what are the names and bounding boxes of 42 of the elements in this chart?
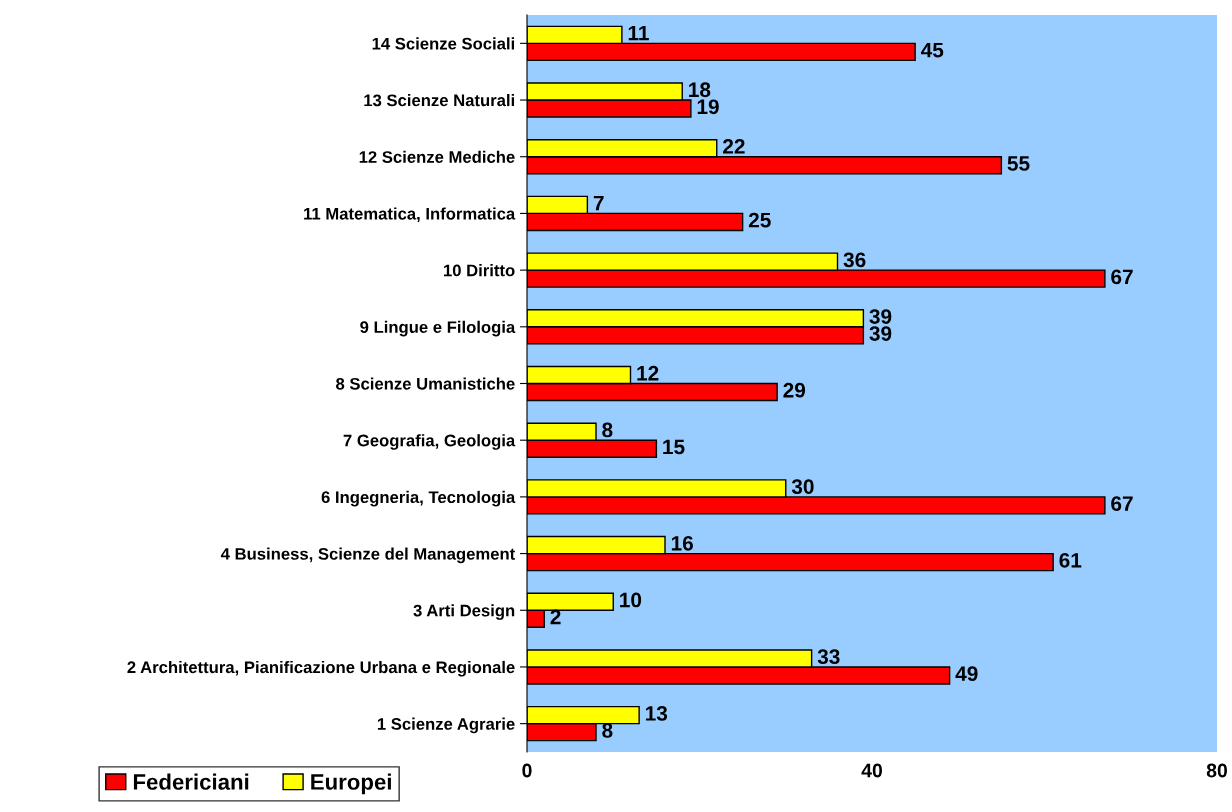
data-label: 12 [637, 365, 659, 381]
data-label: 61 [1059, 552, 1082, 568]
x-tick-label: 0 [522, 763, 532, 778]
y-tick-label: 7 Geografia, Geologia [343, 434, 516, 450]
data-label: 13 [645, 705, 668, 721]
data-label: 29 [783, 382, 806, 398]
data-label: 11 [628, 25, 649, 41]
data-label: 39 [869, 309, 892, 324]
legend-label: Federiciani [133, 773, 249, 790]
data-label: 36 [843, 252, 866, 268]
data-label: 55 [1007, 156, 1030, 171]
data-label: 19 [697, 99, 719, 115]
y-tick-label: 13 Scienze Naturali [364, 94, 515, 107]
data-label: 7 [593, 195, 604, 211]
data-label: 22 [723, 139, 745, 154]
y-tick-label: 6 Ingegneria, Tecnologia [321, 490, 516, 507]
data-label: 25 [748, 212, 771, 228]
data-label: 30 [791, 479, 814, 494]
y-tick-label: 8 Scienze Umanistiche [336, 377, 515, 390]
data-label: 15 [663, 439, 685, 455]
y-tick-label: 11 Matematica, Informatica [304, 207, 516, 223]
data-label: 10 [620, 592, 642, 608]
data-label: 39 [869, 326, 892, 341]
legend-label: Europei [311, 773, 391, 795]
y-tick-label: 3 Arti Design [413, 604, 515, 620]
x-tick-label: 80 [1206, 763, 1228, 778]
y-tick-label: 10 Diritto [444, 264, 515, 277]
y-tick-label: 12 Scienze Mediche [359, 150, 515, 163]
y-tick-label: 1 Scienze Agrarie [377, 717, 515, 734]
data-label: 8 [602, 422, 613, 438]
data-label: 45 [921, 42, 944, 58]
data-label: 33 [817, 649, 840, 665]
y-tick-label: 4 Business, Scienze del Management [220, 547, 516, 564]
data-label: 16 [671, 535, 693, 551]
data-label: 18 [689, 82, 711, 98]
x-tick-label: 40 [861, 763, 883, 778]
data-label: 67 [1111, 496, 1133, 511]
y-tick-label: 14 Scienze Sociali [372, 37, 515, 50]
data-label: 49 [955, 666, 978, 682]
y-tick-label: 2 Architettura, Pianificazione Urbana e Regionale [127, 660, 515, 677]
y-tick-label: 9 Lingue e Filologia [360, 320, 516, 337]
data-label: 67 [1111, 269, 1133, 285]
